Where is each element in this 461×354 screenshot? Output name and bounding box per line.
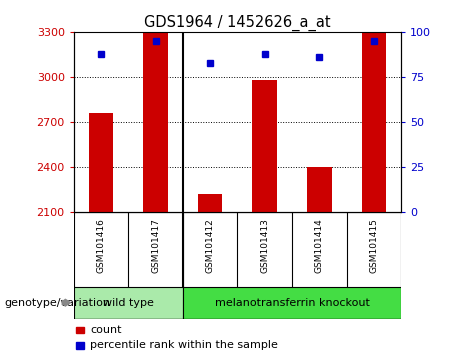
Title: GDS1964 / 1452626_a_at: GDS1964 / 1452626_a_at xyxy=(144,14,331,30)
Text: percentile rank within the sample: percentile rank within the sample xyxy=(90,340,278,350)
Text: GSM101414: GSM101414 xyxy=(315,218,324,273)
Text: genotype/variation: genotype/variation xyxy=(5,298,111,308)
Bar xyxy=(253,80,277,212)
Bar xyxy=(74,287,183,319)
Text: GSM101415: GSM101415 xyxy=(369,218,378,273)
Bar xyxy=(143,32,168,212)
Text: GSM101417: GSM101417 xyxy=(151,218,160,273)
Bar xyxy=(307,167,331,212)
Bar xyxy=(198,194,222,212)
Text: melanotransferrin knockout: melanotransferrin knockout xyxy=(214,298,369,308)
Text: count: count xyxy=(90,325,121,335)
Text: GSM101413: GSM101413 xyxy=(260,218,269,273)
Bar xyxy=(361,32,386,212)
Bar xyxy=(183,287,401,319)
Bar xyxy=(89,113,113,212)
Text: GSM101416: GSM101416 xyxy=(96,218,106,273)
Text: GSM101412: GSM101412 xyxy=(206,218,215,273)
Text: wild type: wild type xyxy=(103,298,154,308)
